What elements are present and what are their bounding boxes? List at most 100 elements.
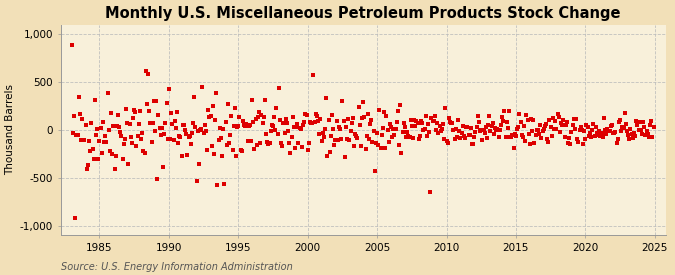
Point — [348, 144, 359, 148]
Point — [603, 128, 614, 133]
Point — [93, 157, 104, 161]
Point — [209, 152, 219, 156]
Point — [594, 128, 605, 133]
Point — [158, 164, 169, 169]
Point — [409, 117, 420, 122]
Point — [645, 123, 655, 128]
Point — [478, 128, 489, 132]
Point — [518, 135, 529, 140]
Point — [463, 133, 474, 137]
Point — [119, 137, 130, 141]
Point — [429, 119, 439, 123]
Point — [337, 99, 348, 103]
Point — [585, 131, 595, 136]
Point — [270, 128, 281, 132]
Point — [546, 133, 557, 138]
Point — [617, 124, 628, 129]
Point — [109, 167, 120, 171]
Point — [375, 145, 386, 150]
Point — [583, 125, 593, 130]
Point — [173, 141, 184, 145]
Point — [190, 125, 201, 129]
Point — [78, 137, 88, 142]
Point — [306, 120, 317, 125]
Point — [296, 127, 306, 131]
Point — [396, 151, 407, 155]
Point — [115, 130, 126, 134]
Point — [286, 134, 297, 139]
Point — [643, 132, 653, 136]
Point — [231, 154, 242, 159]
Point — [595, 134, 605, 139]
Point — [398, 121, 409, 125]
Point — [471, 125, 482, 129]
Point — [518, 123, 529, 128]
Point — [417, 121, 428, 125]
Point — [622, 128, 632, 133]
Point — [494, 128, 505, 132]
Point — [142, 72, 153, 76]
Point — [320, 126, 331, 131]
Point — [356, 116, 367, 120]
Point — [570, 127, 580, 131]
Point — [453, 118, 464, 122]
Point — [612, 136, 623, 141]
Point — [90, 98, 101, 102]
Point — [559, 135, 570, 139]
Point — [580, 136, 591, 141]
Point — [70, 216, 80, 220]
Point — [604, 129, 615, 133]
Point — [379, 110, 389, 114]
Point — [223, 141, 234, 145]
Point — [288, 125, 299, 129]
Point — [312, 114, 323, 119]
Point — [359, 114, 370, 119]
Point — [194, 128, 205, 133]
Point — [132, 134, 143, 138]
Point — [374, 107, 385, 112]
Point — [381, 113, 392, 118]
Point — [460, 136, 470, 140]
Point — [639, 125, 650, 129]
Point — [186, 131, 197, 135]
Point — [246, 139, 256, 144]
Point — [184, 134, 195, 138]
Point — [327, 113, 338, 117]
Point — [330, 138, 341, 142]
Point — [182, 153, 193, 157]
Point — [85, 148, 96, 153]
Point — [128, 116, 138, 120]
Point — [616, 129, 626, 134]
Point — [291, 125, 302, 130]
Point — [284, 141, 294, 145]
Point — [262, 139, 273, 144]
Point — [535, 123, 545, 127]
Point — [340, 125, 351, 130]
Point — [360, 147, 371, 152]
Point — [191, 178, 202, 183]
Point — [618, 126, 629, 130]
Point — [424, 130, 435, 134]
Point — [123, 162, 134, 166]
Point — [534, 131, 545, 136]
Point — [267, 123, 278, 128]
Point — [335, 127, 346, 131]
Point — [524, 142, 535, 146]
Point — [461, 125, 472, 130]
Point — [129, 108, 140, 112]
Point — [402, 130, 412, 134]
Point — [406, 123, 417, 128]
Point — [293, 141, 304, 145]
Point — [426, 116, 437, 120]
Point — [202, 148, 213, 152]
Point — [308, 73, 319, 77]
Point — [393, 109, 404, 113]
Point — [265, 129, 276, 133]
Point — [625, 126, 636, 131]
Point — [575, 125, 586, 130]
Point — [454, 129, 464, 134]
Point — [319, 134, 329, 139]
Point — [432, 120, 443, 125]
Point — [165, 137, 176, 141]
Point — [250, 117, 261, 122]
